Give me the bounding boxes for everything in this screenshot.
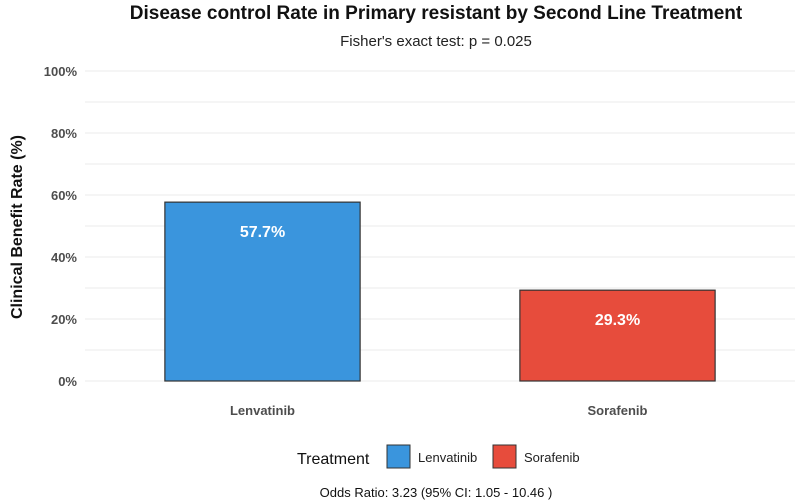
legend-title: Treatment: [297, 451, 370, 468]
x-axis-ticks: Lenvatinib Sorafenib: [230, 403, 648, 418]
y-axis-label: Clinical Benefit Rate (%): [9, 135, 26, 319]
bar-data-label: 29.3%: [595, 312, 640, 329]
legend-entry-label: Sorafenib: [524, 450, 580, 465]
y-tick-label: 20%: [51, 312, 77, 327]
bar-lenvatinib: [164, 201, 361, 382]
y-tick-label: 100%: [44, 64, 78, 79]
y-tick-label: 80%: [51, 126, 77, 141]
y-tick-label: 60%: [51, 188, 77, 203]
chart-caption: Odds Ratio: 3.23 (95% CI: 1.05 - 10.46 ): [320, 485, 553, 500]
y-tick-label: 40%: [51, 250, 77, 265]
legend: Treatment Lenvatinib Sorafenib: [297, 444, 580, 469]
y-axis-ticks: 0% 20% 40% 60% 80% 100%: [44, 64, 78, 389]
y-tick-label: 0%: [58, 374, 77, 389]
legend-entry-label: Lenvatinib: [418, 450, 477, 465]
bars: 57.7% 29.3%: [164, 201, 716, 382]
bar-sorafenib: [519, 289, 716, 382]
x-tick-label: Lenvatinib: [230, 403, 295, 418]
legend-key-lenvatinib: [386, 444, 411, 469]
chart-title: Disease control Rate in Primary resistan…: [130, 3, 743, 24]
chart-subtitle: Fisher's exact test: p = 0.025: [340, 33, 532, 50]
x-tick-label: Sorafenib: [588, 403, 648, 418]
legend-key-sorafenib: [492, 444, 517, 469]
bar-data-label: 57.7%: [240, 224, 285, 241]
